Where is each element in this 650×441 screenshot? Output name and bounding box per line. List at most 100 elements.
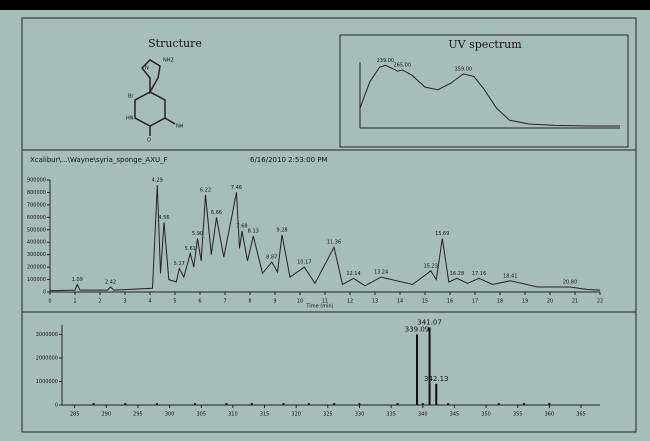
- x-tick-label: 1: [73, 299, 76, 305]
- peak-label: 8.13: [248, 229, 259, 235]
- y-tick-label: 100000: [27, 277, 46, 283]
- peak-label: 359.00: [455, 66, 473, 72]
- atom: N: [145, 66, 149, 72]
- x-tick-label: 13: [372, 299, 378, 305]
- x-axis-label: Time (min): [305, 304, 333, 310]
- y-tick-label: 200000: [27, 265, 46, 271]
- peak-label: 342.13: [424, 375, 449, 383]
- y-tick-label: 600000: [27, 215, 46, 221]
- x-tick-label: 11: [322, 299, 328, 305]
- bar: [124, 403, 127, 405]
- x-tick-label: 15: [422, 299, 428, 305]
- y-tick-label: 800000: [27, 190, 46, 196]
- peak-label: 9.28: [276, 227, 287, 233]
- x-tick-label: 330: [355, 412, 365, 418]
- x-tick-label: 17: [472, 299, 478, 305]
- peak-label: 7.46: [231, 185, 242, 191]
- bar: [416, 334, 419, 405]
- x-tick-label: 16: [447, 299, 453, 305]
- x-tick-label: 285: [70, 412, 80, 418]
- bar: [333, 403, 336, 405]
- y-tick-label: 700000: [27, 202, 46, 208]
- x-tick-label: 340: [418, 412, 428, 418]
- peak-label: 2.42: [105, 280, 116, 286]
- x-tick-label: 350: [481, 412, 491, 418]
- molecule: [134, 59, 176, 136]
- x-tick-label: 335: [386, 412, 396, 418]
- trace: [49, 184, 601, 292]
- bar: [548, 403, 551, 405]
- x-tick-label: 305: [196, 412, 206, 418]
- bar: [282, 403, 285, 405]
- bar: [523, 403, 526, 405]
- x-tick-label: 3: [123, 299, 126, 305]
- y-tick-label: 900000: [27, 178, 46, 184]
- x-tick-label: 12: [347, 299, 353, 305]
- x-tick-label: 6: [198, 299, 201, 305]
- y-tick-label: 500000: [27, 227, 46, 233]
- x-tick-label: 21: [572, 299, 578, 305]
- peak-label: 15.23: [424, 263, 438, 269]
- bar: [307, 403, 310, 405]
- frames: [21, 17, 637, 433]
- file-path: Xcalibur\...\Wayne\syria_sponge_AXU_F: [30, 156, 168, 164]
- peak-label: 5.61: [185, 246, 196, 252]
- peak-label: 7.68: [236, 224, 247, 230]
- y-tick-label: 1000000: [36, 379, 58, 385]
- peak-label: 10.17: [297, 260, 311, 266]
- x-tick-label: 300: [165, 412, 175, 418]
- uv-frame: [339, 34, 629, 148]
- x-tick-label: 325: [323, 412, 333, 418]
- x-tick-label: 320: [291, 412, 301, 418]
- x-tick-label: 19: [522, 299, 528, 305]
- bar: [225, 403, 228, 405]
- bar: [358, 403, 361, 405]
- y-tick-label: 400000: [27, 240, 46, 246]
- atom: HN: [126, 116, 134, 122]
- x-tick-label: 355: [513, 412, 523, 418]
- x-tick-label: 2: [98, 299, 101, 305]
- bar: [155, 403, 158, 405]
- x-tick-label: 360: [545, 412, 555, 418]
- bar: [447, 403, 450, 405]
- x-tick-label: 310: [228, 412, 238, 418]
- bar: [92, 403, 95, 405]
- peak-label: 4.56: [158, 215, 169, 221]
- x-tick-label: 20: [547, 299, 553, 305]
- x-tick-label: 14: [397, 299, 403, 305]
- peak-label: 20.80: [563, 280, 577, 286]
- peak-label: 239.00: [377, 58, 395, 64]
- atom: NH: [176, 124, 184, 130]
- x-tick-label: 365: [576, 412, 586, 418]
- outer-frame: [21, 17, 637, 433]
- peak-label: 8.87: [266, 255, 277, 261]
- peak-label: 5.90: [192, 231, 203, 237]
- peak-label: 4.29: [152, 177, 163, 183]
- peak-label: 13.24: [374, 270, 388, 276]
- x-tick-label: 9: [273, 299, 276, 305]
- x-tick-label: 18: [497, 299, 503, 305]
- x-tick-label: 22: [597, 299, 603, 305]
- bar: [193, 403, 196, 405]
- peak-label: 6.66: [211, 210, 222, 216]
- peak-label: 15.69: [435, 231, 449, 237]
- peak-label: 5.17: [174, 261, 185, 267]
- x-tick-label: 295: [133, 412, 143, 418]
- peak-label: 339.09: [405, 325, 430, 333]
- x-tick-label: 8: [248, 299, 251, 305]
- bar: [428, 327, 431, 405]
- y-tick-label: 2000000: [36, 355, 58, 361]
- peak-label: 18.41: [503, 273, 517, 279]
- peak-label: 16.28: [450, 271, 464, 277]
- x-tick-label: 7: [223, 299, 226, 305]
- atom: O: [147, 138, 151, 144]
- top-band: [0, 0, 650, 10]
- peak-label: 341.07: [417, 318, 442, 326]
- peak-label: 17.16: [472, 271, 486, 277]
- y-tick-label: 300000: [27, 252, 46, 258]
- x-tick-label: 5: [173, 299, 176, 305]
- x-tick-label: 0: [48, 299, 51, 305]
- bar: [250, 403, 253, 405]
